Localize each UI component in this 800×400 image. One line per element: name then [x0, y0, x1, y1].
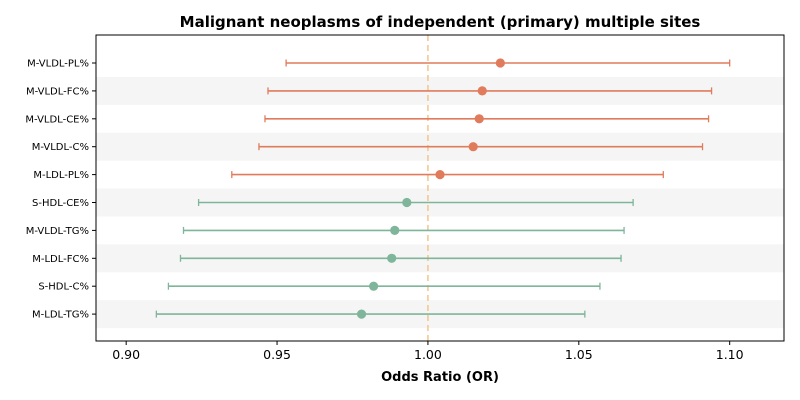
point-estimate	[390, 225, 400, 235]
y-axis: M-VLDL-PL% M-VLDL-FC% M-VLDL-CE% M-VLDL-C% M…	[25, 59, 96, 321]
y-tick-label: M-LDL-TG%	[32, 310, 89, 321]
y-tick-label: M-VLDL-FC%	[26, 86, 89, 97]
estimate-row	[264, 114, 710, 124]
y-tick-label: M-VLDL-CE%	[25, 114, 89, 125]
chart-title: Malignant neoplasms of independent (prim…	[180, 13, 701, 31]
point-estimate	[369, 281, 379, 291]
x-tick-label: 0.90	[112, 347, 140, 362]
x-axis: 0.90 0.95 1.00 1.05 1.10	[112, 341, 744, 362]
y-tick-label: S-HDL-CE%	[32, 198, 89, 209]
point-estimate	[435, 170, 445, 180]
x-tick-label: 1.00	[414, 347, 442, 362]
estimate-row	[182, 225, 625, 235]
point-estimate	[468, 142, 478, 152]
y-tick-label: M-VLDL-C%	[32, 142, 89, 153]
point-estimate	[387, 253, 397, 263]
estimate-row	[258, 142, 704, 152]
estimate-row	[197, 197, 634, 208]
y-tick-label: M-VLDL-TG%	[26, 226, 89, 237]
point-estimate	[474, 114, 484, 124]
point-estimate	[495, 58, 505, 68]
estimate-row	[155, 309, 586, 319]
point-estimate	[356, 309, 367, 319]
plot-frame	[95, 34, 785, 342]
y-tick-label: M-LDL-FC%	[32, 254, 89, 265]
data-rows	[155, 58, 731, 319]
point-estimate	[477, 86, 487, 96]
estimate-row	[285, 58, 731, 68]
y-tick-label: M-LDL-PL%	[33, 170, 89, 181]
x-axis-label: Odds Ratio (OR)	[381, 370, 499, 385]
estimate-row	[231, 170, 664, 180]
y-tick-label: M-VLDL-PL%	[27, 59, 89, 70]
x-tick-label: 1.10	[716, 347, 744, 362]
x-tick-label: 0.95	[263, 347, 291, 362]
estimate-row	[167, 281, 601, 291]
estimate-row	[179, 253, 622, 263]
estimate-row	[267, 86, 713, 96]
point-estimate	[402, 197, 412, 208]
x-tick-label: 1.05	[565, 347, 593, 362]
y-tick-label: S-HDL-C%	[38, 282, 89, 293]
